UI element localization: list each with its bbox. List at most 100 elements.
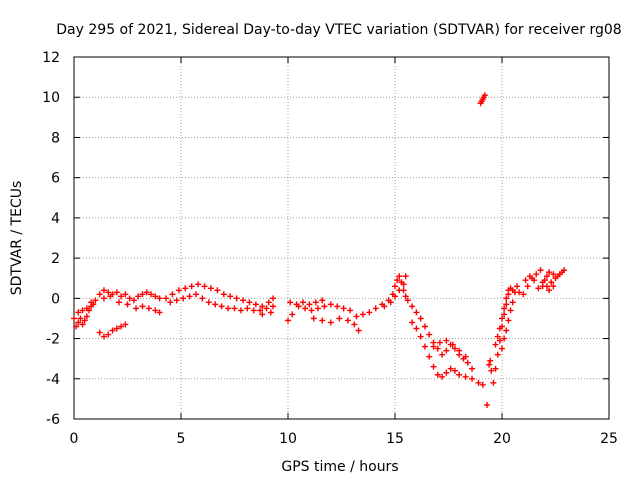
- data-point: [287, 299, 294, 306]
- data-point: [265, 299, 272, 306]
- data-point: [148, 291, 155, 298]
- data-point: [96, 329, 103, 336]
- data-point: [319, 297, 326, 304]
- data-point: [469, 365, 476, 372]
- data-point: [443, 347, 450, 354]
- data-point: [71, 315, 77, 322]
- data-point: [462, 373, 469, 380]
- data-point: [494, 351, 501, 358]
- data-point: [503, 327, 510, 334]
- data-point: [105, 331, 112, 338]
- data-point: [351, 321, 358, 328]
- data-point: [289, 311, 296, 318]
- data-point: [501, 335, 508, 342]
- data-point: [334, 303, 341, 310]
- data-point: [550, 283, 557, 290]
- data-point: [430, 343, 437, 350]
- data-point: [81, 317, 88, 324]
- data-point: [347, 307, 354, 314]
- data-point: [556, 271, 563, 278]
- data-point: [299, 299, 306, 306]
- data-point: [113, 289, 120, 296]
- data-point: [480, 94, 487, 101]
- data-point: [451, 367, 458, 374]
- data-point: [88, 299, 95, 306]
- data-point: [175, 287, 182, 294]
- data-points: [71, 92, 568, 408]
- data-point: [531, 277, 538, 284]
- data-point: [396, 273, 403, 280]
- data-point: [152, 307, 159, 314]
- data-point: [186, 293, 193, 300]
- data-point: [192, 291, 199, 298]
- data-point: [220, 291, 227, 298]
- data-point: [321, 303, 328, 310]
- data-point: [509, 299, 516, 306]
- data-point: [409, 303, 416, 310]
- data-point: [524, 283, 531, 290]
- data-point: [505, 287, 512, 294]
- data-point: [83, 305, 90, 312]
- data-point: [404, 297, 411, 304]
- data-point: [449, 341, 456, 348]
- ticks-layer: [73, 56, 610, 420]
- data-point: [548, 279, 555, 286]
- x-tick-labels: 0 5 10 15 20 25: [70, 431, 618, 447]
- data-point: [520, 291, 527, 298]
- data-point: [118, 293, 125, 300]
- data-point: [479, 381, 486, 388]
- data-point: [107, 293, 114, 300]
- data-point: [546, 269, 553, 276]
- data-point: [413, 309, 420, 316]
- data-point: [443, 369, 450, 376]
- data-point: [451, 345, 458, 352]
- data-point: [306, 301, 313, 308]
- data-point: [439, 351, 446, 358]
- data-point: [366, 309, 373, 316]
- data-point: [285, 317, 291, 324]
- data-point: [167, 299, 174, 306]
- data-point: [319, 317, 326, 324]
- plot-frame: [73, 56, 610, 420]
- data-point: [130, 297, 137, 304]
- data-point: [434, 371, 441, 378]
- y-tick-label: 6: [51, 171, 60, 187]
- data-point: [100, 287, 107, 294]
- data-point: [392, 293, 398, 300]
- data-point: [126, 295, 133, 302]
- data-point: [469, 375, 476, 382]
- y-tick-label: -2: [46, 332, 60, 348]
- data-point: [475, 379, 482, 386]
- data-point: [302, 305, 309, 312]
- data-point: [244, 305, 251, 312]
- data-point: [456, 347, 463, 354]
- data-point: [546, 287, 553, 294]
- data-point: [552, 275, 559, 282]
- data-point: [250, 307, 257, 314]
- data-point: [156, 309, 163, 316]
- data-point: [402, 293, 409, 300]
- y-tick-label: -6: [46, 412, 60, 428]
- data-point: [464, 359, 471, 366]
- data-point: [434, 345, 441, 352]
- data-point: [550, 271, 557, 278]
- data-point: [122, 291, 129, 298]
- data-point: [145, 305, 152, 312]
- data-point: [163, 295, 170, 302]
- data-point: [124, 301, 131, 308]
- data-point: [113, 325, 120, 332]
- data-point: [447, 365, 454, 372]
- data-point: [402, 273, 409, 280]
- data-point: [201, 283, 208, 290]
- data-point: [92, 297, 99, 304]
- data-point: [543, 283, 550, 290]
- data-point: [516, 289, 523, 296]
- x-tick-label: 25: [600, 431, 618, 447]
- data-point: [507, 307, 514, 314]
- data-point: [135, 293, 142, 300]
- data-point: [270, 303, 277, 310]
- data-point: [487, 357, 494, 364]
- data-point: [499, 315, 505, 322]
- data-point: [79, 321, 86, 328]
